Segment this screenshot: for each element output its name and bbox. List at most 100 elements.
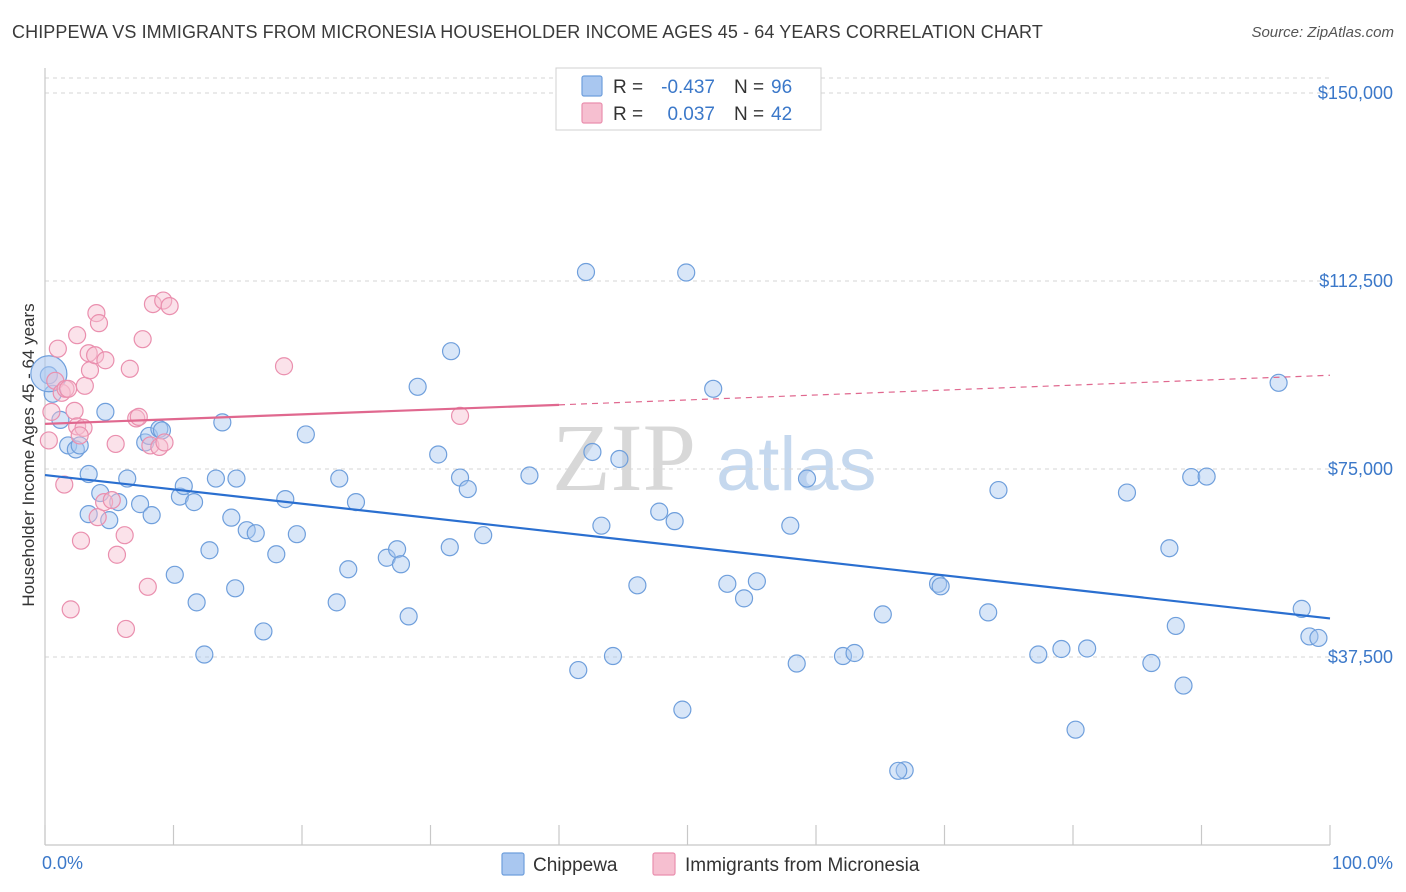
micronesia-point bbox=[71, 531, 91, 550]
x-tick-label-start: 0.0% bbox=[42, 853, 83, 873]
chippewa-point bbox=[429, 445, 448, 464]
chippewa-point bbox=[206, 469, 226, 488]
legend-r-label-2: R = bbox=[613, 104, 643, 125]
chippewa-point bbox=[787, 654, 806, 673]
legend-r-value-2: 0.037 bbox=[667, 104, 715, 125]
micronesia-point bbox=[75, 376, 94, 395]
chippewa-point bbox=[187, 593, 206, 612]
micronesia-trend-line bbox=[44, 403, 560, 426]
chippewa-point bbox=[91, 483, 110, 503]
chippewa-point bbox=[1078, 639, 1097, 658]
chippewa-point bbox=[296, 425, 315, 444]
chippewa-point bbox=[1174, 676, 1193, 695]
chippewa-point bbox=[100, 511, 119, 530]
chippewa-point bbox=[440, 538, 459, 557]
chippewa-point bbox=[704, 379, 723, 398]
legend-n-value-1: 96 bbox=[771, 77, 792, 98]
chippewa-point bbox=[734, 589, 754, 608]
y-tick-label: $37,500 bbox=[1328, 647, 1393, 667]
chippewa-point bbox=[797, 469, 817, 488]
legend-n-label-2: N = bbox=[734, 104, 764, 125]
chippewa-point bbox=[1142, 653, 1161, 673]
micronesia-point bbox=[274, 357, 294, 376]
chippewa-point bbox=[227, 469, 246, 488]
micronesia-point bbox=[450, 406, 470, 425]
micronesia-point bbox=[39, 431, 58, 450]
chippewa-point bbox=[889, 761, 908, 780]
y-axis-label: Householder Income Ages 45 - 64 years bbox=[19, 303, 38, 606]
chippewa-point-large bbox=[30, 355, 68, 393]
chippewa-point bbox=[170, 487, 190, 506]
micronesia-point bbox=[59, 379, 78, 398]
chippewa-point bbox=[1197, 467, 1216, 486]
chippewa-point bbox=[592, 516, 611, 535]
micronesia-point bbox=[116, 619, 136, 639]
micronesia-point bbox=[42, 402, 61, 421]
micronesia-point bbox=[48, 339, 67, 358]
bottom-legend-swatch-micronesia bbox=[652, 852, 676, 876]
chippewa-point bbox=[1052, 639, 1071, 659]
y-tick-labels: $37,500 $75,000 $112,500 $150,000 bbox=[1318, 83, 1393, 667]
micronesia-point bbox=[102, 491, 121, 510]
micronesia-point bbox=[86, 346, 105, 365]
chippewa-point bbox=[628, 576, 647, 595]
chippewa-point bbox=[109, 493, 128, 512]
series-chippewa-points bbox=[30, 262, 1328, 780]
watermark-atlas: atlas bbox=[716, 422, 877, 507]
source-label: Source: ZipAtlas.com bbox=[1251, 24, 1394, 41]
micronesia-point bbox=[141, 436, 160, 455]
chippewa-point bbox=[254, 622, 273, 641]
chippewa-point bbox=[845, 643, 864, 663]
legend-swatch-micronesia bbox=[581, 102, 603, 124]
micronesia-point bbox=[133, 330, 152, 349]
chippewa-point bbox=[1292, 599, 1311, 618]
micronesia-point bbox=[96, 351, 115, 370]
micronesia-point bbox=[160, 296, 179, 316]
chippewa-point bbox=[246, 524, 265, 543]
legend-r-value-1: -0.437 bbox=[661, 77, 715, 98]
micronesia-point bbox=[138, 577, 157, 596]
micronesia-point bbox=[80, 361, 100, 380]
chippewa-point bbox=[931, 577, 950, 596]
chippewa-point bbox=[718, 574, 737, 593]
chippewa-point bbox=[833, 646, 853, 666]
micronesia-point bbox=[107, 545, 127, 564]
chippewa-point bbox=[873, 605, 892, 624]
chippewa-point bbox=[610, 449, 629, 469]
chippewa-point bbox=[650, 502, 669, 521]
gridlines bbox=[45, 77, 1330, 658]
micronesia-point bbox=[70, 426, 89, 445]
chippewa-point bbox=[1300, 627, 1319, 646]
y-tick-label: $150,000 bbox=[1318, 83, 1393, 103]
legend-r-label-1: R = bbox=[613, 77, 643, 98]
chippewa-point bbox=[520, 466, 539, 485]
axes bbox=[44, 68, 1331, 846]
chippewa-point bbox=[677, 263, 696, 282]
chippewa-point bbox=[1309, 628, 1328, 648]
micronesia-point bbox=[129, 407, 148, 426]
bottom-legend-label-chippewa: Chippewa bbox=[533, 855, 618, 876]
chippewa-point bbox=[79, 464, 98, 484]
legend-n-label-1: N = bbox=[734, 77, 764, 98]
series-legend: Chippewa Immigrants from Micronesia bbox=[501, 852, 920, 876]
micronesia-point bbox=[65, 401, 84, 420]
micronesia-point bbox=[106, 434, 125, 454]
chippewa-point bbox=[327, 593, 346, 612]
chippewa-point bbox=[70, 436, 89, 455]
chippewa-point bbox=[408, 377, 427, 396]
chippewa-point bbox=[1066, 720, 1085, 739]
chippewa-point bbox=[1117, 483, 1137, 502]
bottom-legend-swatch-chippewa bbox=[501, 852, 525, 876]
chippewa-point bbox=[391, 555, 411, 574]
chippewa-point bbox=[458, 479, 477, 499]
chippewa-point bbox=[399, 607, 418, 626]
chippewa-point bbox=[441, 342, 461, 361]
chippewa-point bbox=[165, 565, 184, 584]
chippewa-point bbox=[569, 660, 588, 680]
chippewa-point bbox=[747, 572, 766, 591]
bottom-legend-label-micronesia: Immigrants from Micronesia bbox=[685, 855, 920, 876]
micronesia-point bbox=[155, 433, 174, 452]
chippewa-point bbox=[142, 506, 161, 525]
chippewa-point bbox=[276, 489, 295, 509]
correlation-legend: R = -0.437 N = 96 R = 0.037 N = 42 bbox=[555, 67, 822, 131]
